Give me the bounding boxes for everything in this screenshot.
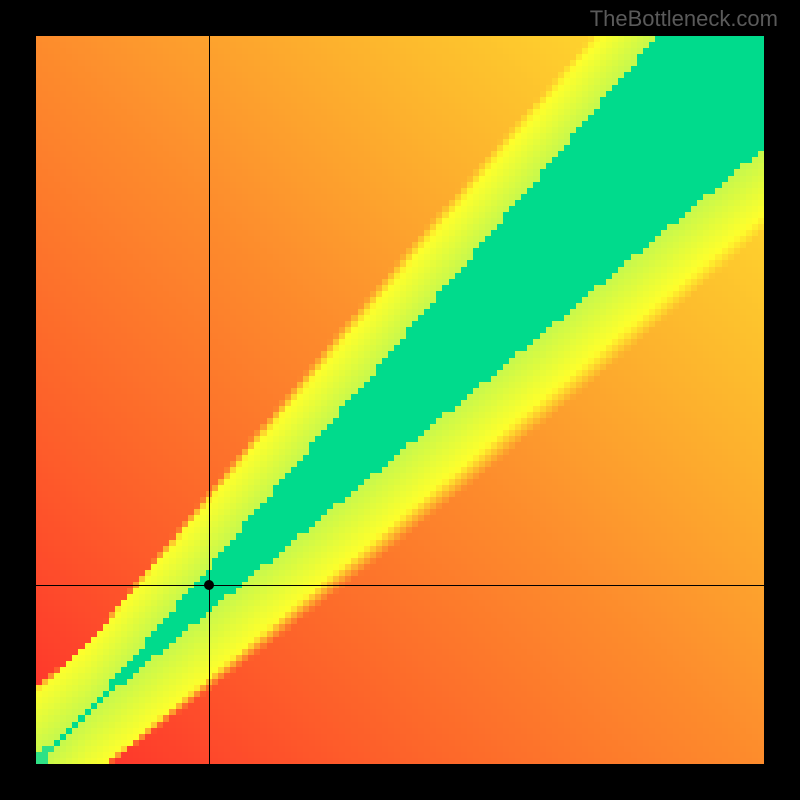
heatmap-canvas — [36, 36, 764, 764]
watermark-text: TheBottleneck.com — [590, 6, 778, 32]
crosshair-vertical — [209, 36, 210, 764]
heatmap-plot — [36, 36, 764, 764]
crosshair-marker — [204, 580, 214, 590]
crosshair-horizontal — [36, 585, 764, 586]
